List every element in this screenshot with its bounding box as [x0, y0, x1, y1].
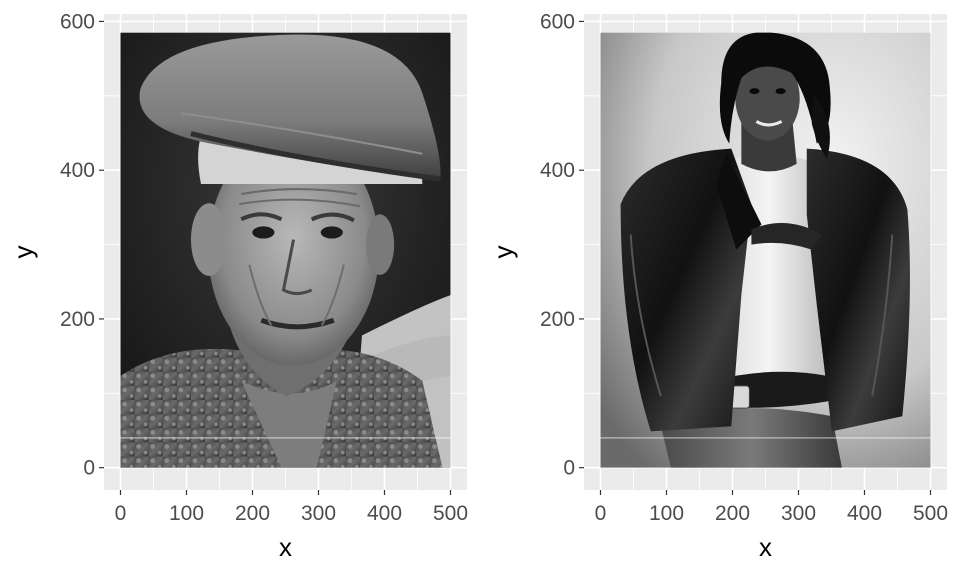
y-tick-label: 400: [540, 159, 575, 182]
facet-panel-1: 0 100 200 300 400 500 0 200 400 600 x y: [8, 10, 468, 562]
x-axis-title: x: [279, 532, 292, 562]
x-tick-label: 400: [847, 502, 882, 525]
x-tick-label: 0: [595, 502, 607, 525]
y-tick-label: 0: [83, 457, 95, 480]
y-tick-label: 200: [540, 308, 575, 331]
y-tick-label: 600: [540, 10, 575, 33]
x-tick-label: 400: [367, 502, 402, 525]
y-tick-label: 400: [60, 159, 95, 182]
x-axis-title: x: [759, 532, 772, 562]
y-tick-label: 0: [563, 457, 575, 480]
portrait-image: [121, 33, 451, 468]
x-tick-label: 500: [913, 502, 948, 525]
x-tick-label: 200: [715, 502, 750, 525]
x-tick-label: 300: [781, 502, 816, 525]
y-axis-title: y: [488, 246, 518, 259]
x-tick-label: 100: [649, 502, 684, 525]
x-tick-label: 0: [115, 502, 127, 525]
y-tick-label: 600: [60, 10, 95, 33]
portrait-image: [600, 32, 931, 468]
x-tick-label: 500: [433, 502, 468, 525]
x-tick-label: 200: [235, 502, 270, 525]
y-tick-label: 200: [60, 308, 95, 331]
facet-panel-2: 0 100 200 300 400 500 0 200 400 600 x y: [488, 10, 948, 562]
y-axis-title: y: [8, 246, 38, 259]
x-tick-label: 100: [169, 502, 204, 525]
x-tick-label: 300: [301, 502, 336, 525]
